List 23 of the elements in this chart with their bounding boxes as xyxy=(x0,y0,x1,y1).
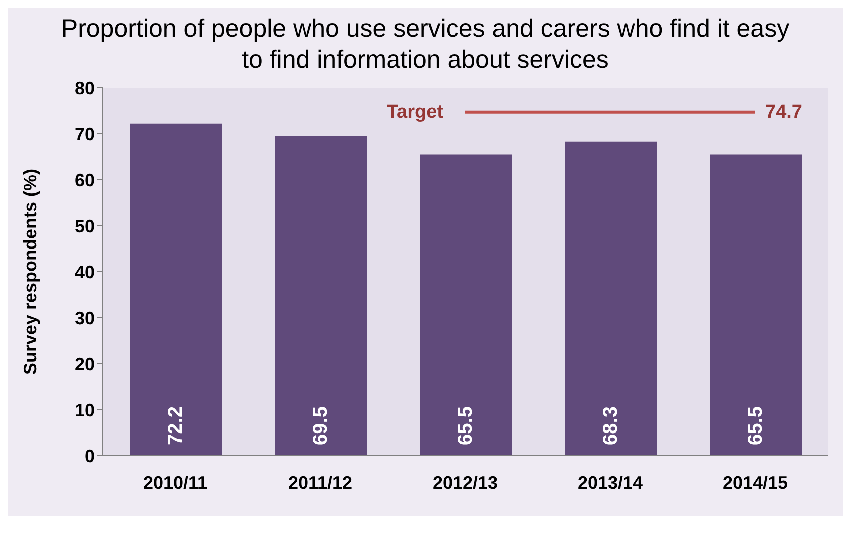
annotation: 74.7 xyxy=(766,102,802,123)
y-tick-label: 60 xyxy=(74,170,95,190)
y-tick-label: 50 xyxy=(74,216,95,236)
y-tick-label: 70 xyxy=(74,124,95,144)
y-axis-title: Survey respondents (%) xyxy=(20,168,40,376)
y-tick-label: 0 xyxy=(84,446,95,466)
x-tick-label: 2013/14 xyxy=(578,472,644,493)
chart-title: Proportion of people who use services and carers who find it easy to find information about services xyxy=(60,14,791,76)
y-tick-label: 40 xyxy=(74,262,95,282)
data-label: 65.5 xyxy=(455,406,477,446)
data-label: 69.5 xyxy=(310,406,332,446)
x-tick-label: 2011/12 xyxy=(288,472,353,493)
data-label: 65.5 xyxy=(745,406,767,446)
data-label: 72.2 xyxy=(165,406,187,446)
y-tick-label: 20 xyxy=(74,354,95,374)
x-tick-label: 2014/15 xyxy=(722,472,788,493)
y-tick-label: 10 xyxy=(74,400,95,420)
y-tick-label: 30 xyxy=(74,308,95,328)
x-tick-label: 2010/11 xyxy=(143,472,208,493)
data-label: 68.3 xyxy=(600,406,622,446)
x-tick-label: 2012/13 xyxy=(432,472,498,493)
ref-line-label: Target xyxy=(386,102,444,123)
y-tick-label: 80 xyxy=(74,78,95,98)
